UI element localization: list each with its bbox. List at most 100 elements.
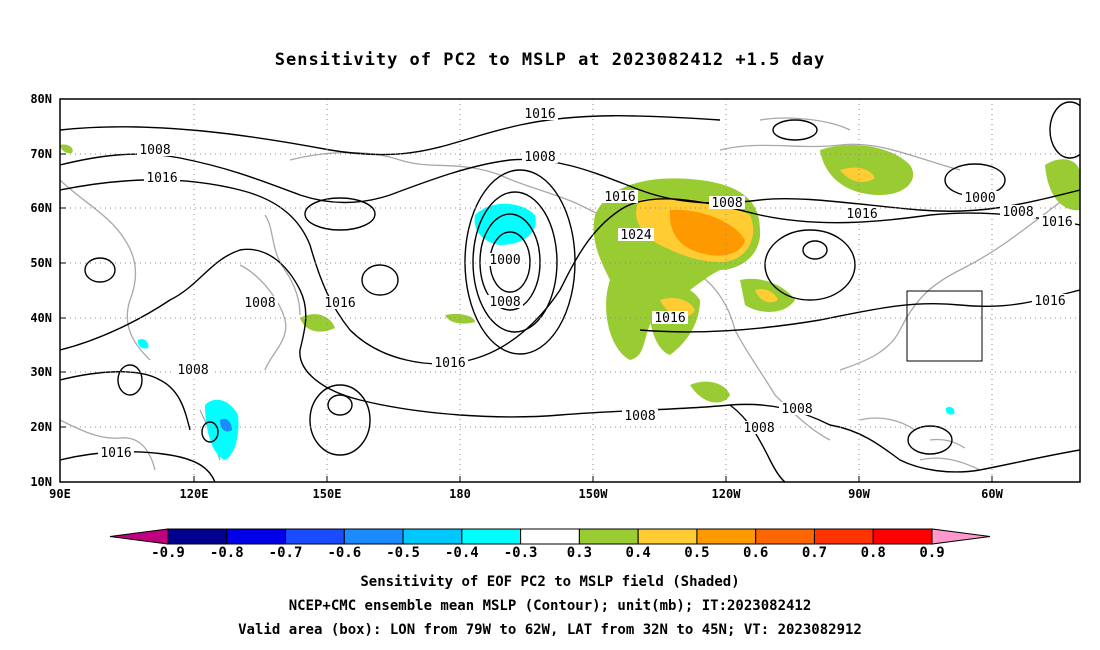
colorbar-swatch	[402, 528, 463, 545]
colorbar-max-arrow	[931, 528, 991, 545]
colorbar-label: -0.4	[445, 545, 479, 561]
contour-label-bg	[962, 191, 998, 204]
lat-label: 50N	[30, 256, 52, 270]
contour-label: 1008	[139, 143, 170, 158]
colorbar-swatch	[520, 528, 580, 545]
positive-shade-area	[755, 289, 778, 303]
contour-label: 1016	[434, 356, 465, 371]
contour-label: 1008	[244, 296, 275, 311]
contour-label: 1024	[620, 228, 651, 243]
contour-label: 1000	[489, 253, 520, 268]
colorbar-label: -0.6	[327, 545, 361, 561]
contour-label: 1016	[146, 171, 177, 186]
coastlines	[60, 117, 1080, 471]
colorbar-label: -0.5	[386, 545, 420, 561]
colorbar-label: -0.7	[269, 545, 303, 561]
caption-line-2: NCEP+CMC ensemble mean MSLP (Contour); u…	[288, 598, 812, 614]
contour-label: 1008	[711, 196, 742, 211]
contour-label-bg	[622, 409, 658, 422]
contour-label-bg	[844, 207, 880, 220]
contour-label: 1016	[1034, 294, 1065, 309]
lon-label: 180	[449, 487, 471, 501]
negative-shade-area	[205, 399, 239, 460]
colorbar-label: 0.5	[684, 545, 709, 561]
positive-shade-area	[60, 144, 73, 154]
lat-label: 70N	[30, 147, 52, 161]
lat-label: 60N	[30, 201, 52, 215]
colorbar-label: -0.9	[151, 545, 185, 561]
contour-label-bg	[741, 421, 777, 434]
contour-label: 1008	[177, 363, 208, 378]
colorbar-label: 0.4	[626, 545, 651, 561]
positive-shade-area	[1045, 159, 1080, 211]
contour-label-bg	[242, 296, 278, 309]
contour-label-bg	[175, 363, 211, 376]
colorbar-swatch	[813, 528, 874, 545]
map-frame	[59, 98, 1081, 483]
colorbar-swatch	[637, 528, 698, 545]
contour-label: 1008	[624, 409, 655, 424]
lat-label: 20N	[30, 420, 52, 434]
tick-marks	[60, 98, 993, 482]
contour-label-bg	[709, 196, 745, 209]
valid-area-box	[906, 290, 983, 362]
positive-shade-area	[690, 381, 730, 403]
positive-shade-area	[445, 313, 475, 324]
contour-label: 1016	[324, 296, 355, 311]
colorbar-label: 0.8	[861, 545, 886, 561]
colorbar-label: -0.3	[504, 545, 538, 561]
colorbar: -0.9 -0.8 -0.7 -0.6 -0.5 -0.4 -0.3 0.3 0.4 0.5 0.6…	[109, 528, 991, 561]
colorbar-swatch	[696, 528, 757, 545]
contour-label-bg	[652, 311, 688, 324]
contour-label-bg	[432, 356, 468, 369]
lon-label: 90E	[49, 487, 71, 501]
contour-label: 1008	[524, 150, 555, 165]
caption-line-1: Sensitivity of EOF PC2 to MSLP field (Sh…	[360, 574, 740, 590]
lon-label: 150E	[313, 487, 342, 501]
caption-line-3: Valid area (box): LON from 79W to 62W, L…	[238, 622, 862, 638]
lon-label: 60W	[981, 487, 1003, 501]
contour-label-bg	[1032, 294, 1068, 307]
contour-label: 1016	[654, 311, 685, 326]
contour-label-bg	[487, 295, 523, 308]
lon-label: 90W	[848, 487, 870, 501]
colorbar-swatch	[285, 528, 345, 545]
lon-label: 150W	[579, 487, 609, 501]
negative-shade-area	[945, 406, 955, 415]
contour-label-bg	[487, 253, 523, 266]
contour-label: 1008	[743, 421, 774, 436]
colorbar-swatch	[461, 528, 522, 545]
longitude-labels: 90E 120E 150E 180 150W 120W 90W 60W	[49, 487, 1003, 501]
positive-shade-area	[820, 145, 914, 195]
contour-labels: 1016 1008 1016 1008 1016 1008 1024 1000 1008 1016…	[98, 107, 1075, 461]
contour-label: 1008	[1002, 205, 1033, 220]
gridlines	[60, 99, 1080, 482]
latitude-labels: 80N 70N 60N 50N 40N 30N 20N 10N	[30, 92, 52, 489]
negative-shade-area	[474, 203, 536, 245]
contour-label-bg	[144, 171, 180, 184]
negative-shade-area	[220, 418, 232, 432]
contour-label-bg	[98, 446, 134, 459]
colorbar-swatch	[343, 528, 404, 545]
lat-label: 40N	[30, 311, 52, 325]
lon-label: 120E	[180, 487, 209, 501]
contour-label: 1000	[964, 191, 995, 206]
contour-label: 1016	[846, 207, 877, 222]
contour-label-bg	[322, 296, 358, 309]
lat-label: 80N	[30, 92, 52, 106]
contour-label: 1016	[524, 107, 555, 122]
contour-label: 1008	[781, 402, 812, 417]
contour-label-bg	[1000, 205, 1036, 218]
colorbar-swatch	[755, 528, 815, 545]
contour-label-bg	[618, 228, 654, 241]
contour-label: 1016	[100, 446, 131, 461]
positive-shade-area	[840, 167, 875, 182]
contour-label-bg	[779, 402, 815, 415]
colorbar-label: 0.3	[567, 545, 592, 561]
lon-label: 120W	[712, 487, 742, 501]
contour-label: 1016	[1041, 215, 1072, 230]
negative-shade-area	[137, 339, 149, 349]
contour-label-bg	[137, 143, 173, 156]
contour-label: 1008	[489, 295, 520, 310]
